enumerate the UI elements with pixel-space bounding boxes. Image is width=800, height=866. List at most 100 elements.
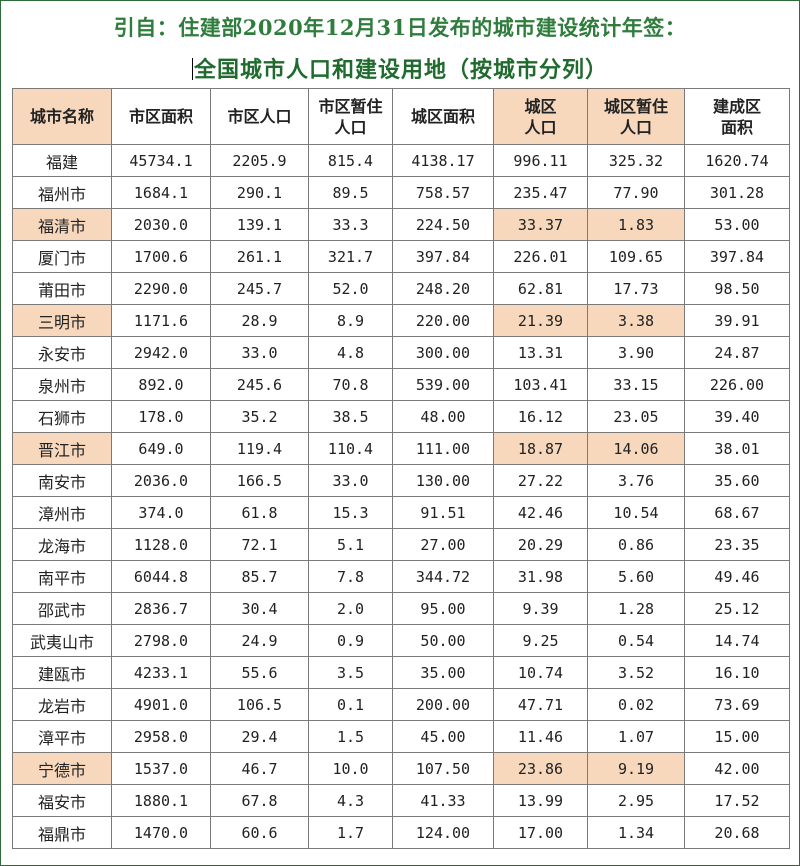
value-cell: 9.19 <box>587 752 685 785</box>
value-cell: 31.98 <box>493 560 588 593</box>
value-cell: 42.46 <box>493 496 588 529</box>
value-cell: 5.60 <box>587 560 685 593</box>
value-cell: 4.3 <box>308 784 393 817</box>
header-text: 建成区面积 <box>712 96 761 137</box>
city-name-cell: 三明市 <box>12 304 112 337</box>
value-cell: 85.7 <box>210 560 309 593</box>
city-name-cell: 福鼎市 <box>12 816 112 849</box>
value-cell: 67.8 <box>210 784 309 817</box>
value-cell: 33.15 <box>587 368 685 401</box>
value-cell: 245.7 <box>210 272 309 305</box>
value-cell: 539.00 <box>392 368 494 401</box>
value-cell: 15.00 <box>684 720 790 753</box>
value-cell: 1537.0 <box>111 752 211 785</box>
city-name-cell: 武夷山市 <box>12 624 112 657</box>
value-cell: 47.71 <box>493 688 588 721</box>
value-cell: 374.0 <box>111 496 211 529</box>
value-cell: 397.84 <box>684 240 790 273</box>
col-header-city-area: 城区面积 <box>392 88 494 145</box>
value-cell: 27.00 <box>392 528 494 561</box>
value-cell: 42.00 <box>684 752 790 785</box>
value-cell: 1470.0 <box>111 816 211 849</box>
value-cell: 1.83 <box>587 208 685 241</box>
city-name-cell: 泉州市 <box>12 368 112 401</box>
value-cell: 2036.0 <box>111 464 211 497</box>
value-cell: 72.1 <box>210 528 309 561</box>
value-cell: 53.00 <box>684 208 790 241</box>
value-cell: 649.0 <box>111 432 211 465</box>
value-cell: 33.3 <box>308 208 393 241</box>
value-cell: 1.07 <box>587 720 685 753</box>
value-cell: 226.00 <box>684 368 790 401</box>
value-cell: 220.00 <box>392 304 494 337</box>
value-cell: 52.0 <box>308 272 393 305</box>
value-cell: 3.5 <box>308 656 393 689</box>
value-cell: 30.4 <box>210 592 309 625</box>
value-cell: 4901.0 <box>111 688 211 721</box>
value-cell: 39.91 <box>684 304 790 337</box>
value-cell: 892.0 <box>111 368 211 401</box>
value-cell: 17.52 <box>684 784 790 817</box>
value-cell: 2958.0 <box>111 720 211 753</box>
value-cell: 77.90 <box>587 176 685 209</box>
value-cell: 226.01 <box>493 240 588 273</box>
table-row: 厦门市 1700.6 261.1 321.7 397.84 226.01 109.65 397… <box>12 240 790 273</box>
value-cell: 815.4 <box>308 144 393 177</box>
table-row: 宁德市 1537.0 46.7 10.0 107.50 23.86 9.19 42.00 <box>12 752 790 785</box>
city-name-cell: 龙岩市 <box>12 688 112 721</box>
value-cell: 55.6 <box>210 656 309 689</box>
city-name-cell: 龙海市 <box>12 528 112 561</box>
value-cell: 1880.1 <box>111 784 211 817</box>
table-row: 晋江市 649.0 119.4 110.4 111.00 18.87 14.06 38.01 <box>12 432 790 465</box>
city-name-cell: 莆田市 <box>12 272 112 305</box>
city-name-cell: 福安市 <box>12 784 112 817</box>
value-cell: 248.20 <box>392 272 494 305</box>
value-cell: 21.39 <box>493 304 588 337</box>
table-row: 龙岩市 4901.0 106.5 0.1 200.00 47.71 0.02 73.69 <box>12 688 790 721</box>
value-cell: 46.7 <box>210 752 309 785</box>
value-cell: 2798.0 <box>111 624 211 657</box>
value-cell: 41.33 <box>392 784 494 817</box>
value-cell: 1620.74 <box>684 144 790 177</box>
value-cell: 2.95 <box>587 784 685 817</box>
table-body: 福建 45734.1 2205.9 815.4 4138.17 996.11 325.32 1… <box>12 144 790 849</box>
value-cell: 9.39 <box>493 592 588 625</box>
value-cell: 109.65 <box>587 240 685 273</box>
value-cell: 35.60 <box>684 464 790 497</box>
value-cell: 344.72 <box>392 560 494 593</box>
value-cell: 4233.1 <box>111 656 211 689</box>
table-title: 全国城市人口和建设用地（按城市分列） <box>193 57 608 83</box>
table-row: 龙海市 1128.0 72.1 5.1 27.00 20.29 0.86 23.35 <box>12 528 790 561</box>
value-cell: 33.0 <box>308 464 393 497</box>
value-cell: 3.76 <box>587 464 685 497</box>
value-cell: 49.46 <box>684 560 790 593</box>
value-cell: 4.8 <box>308 336 393 369</box>
table-row: 漳州市 374.0 61.8 15.3 91.51 42.46 10.54 68.67 <box>12 496 790 529</box>
value-cell: 10.0 <box>308 752 393 785</box>
value-cell: 95.00 <box>392 592 494 625</box>
value-cell: 119.4 <box>210 432 309 465</box>
value-cell: 33.0 <box>210 336 309 369</box>
value-cell: 17.00 <box>493 816 588 849</box>
table-row: 福州市 1684.1 290.1 89.5 758.57 235.47 77.90 301.2… <box>12 176 790 209</box>
city-name-cell: 漳平市 <box>12 720 112 753</box>
value-cell: 35.2 <box>210 400 309 433</box>
value-cell: 17.73 <box>587 272 685 305</box>
col-header-city-population: 城区人口 <box>493 88 588 145</box>
value-cell: 33.37 <box>493 208 588 241</box>
value-cell: 60.6 <box>210 816 309 849</box>
value-cell: 4138.17 <box>392 144 494 177</box>
value-cell: 110.4 <box>308 432 393 465</box>
value-cell: 98.50 <box>684 272 790 305</box>
col-header-urban-population: 市区人口 <box>210 88 309 145</box>
value-cell: 9.25 <box>493 624 588 657</box>
value-cell: 1.7 <box>308 816 393 849</box>
table-row: 三明市 1171.6 28.9 8.9 220.00 21.39 3.38 39.91 <box>12 304 790 337</box>
value-cell: 245.6 <box>210 368 309 401</box>
header-text: 城区人口 <box>524 96 557 137</box>
value-cell: 38.01 <box>684 432 790 465</box>
value-cell: 1.34 <box>587 816 685 849</box>
source-citation: 引自：住建部2020年12月31日发布的城市建设统计年签： <box>113 15 687 40</box>
table-title-line[interactable]: 全国城市人口和建设用地（按城市分列） <box>0 52 800 84</box>
col-header-city-temp-population: 城区暂住人口 <box>587 88 685 145</box>
